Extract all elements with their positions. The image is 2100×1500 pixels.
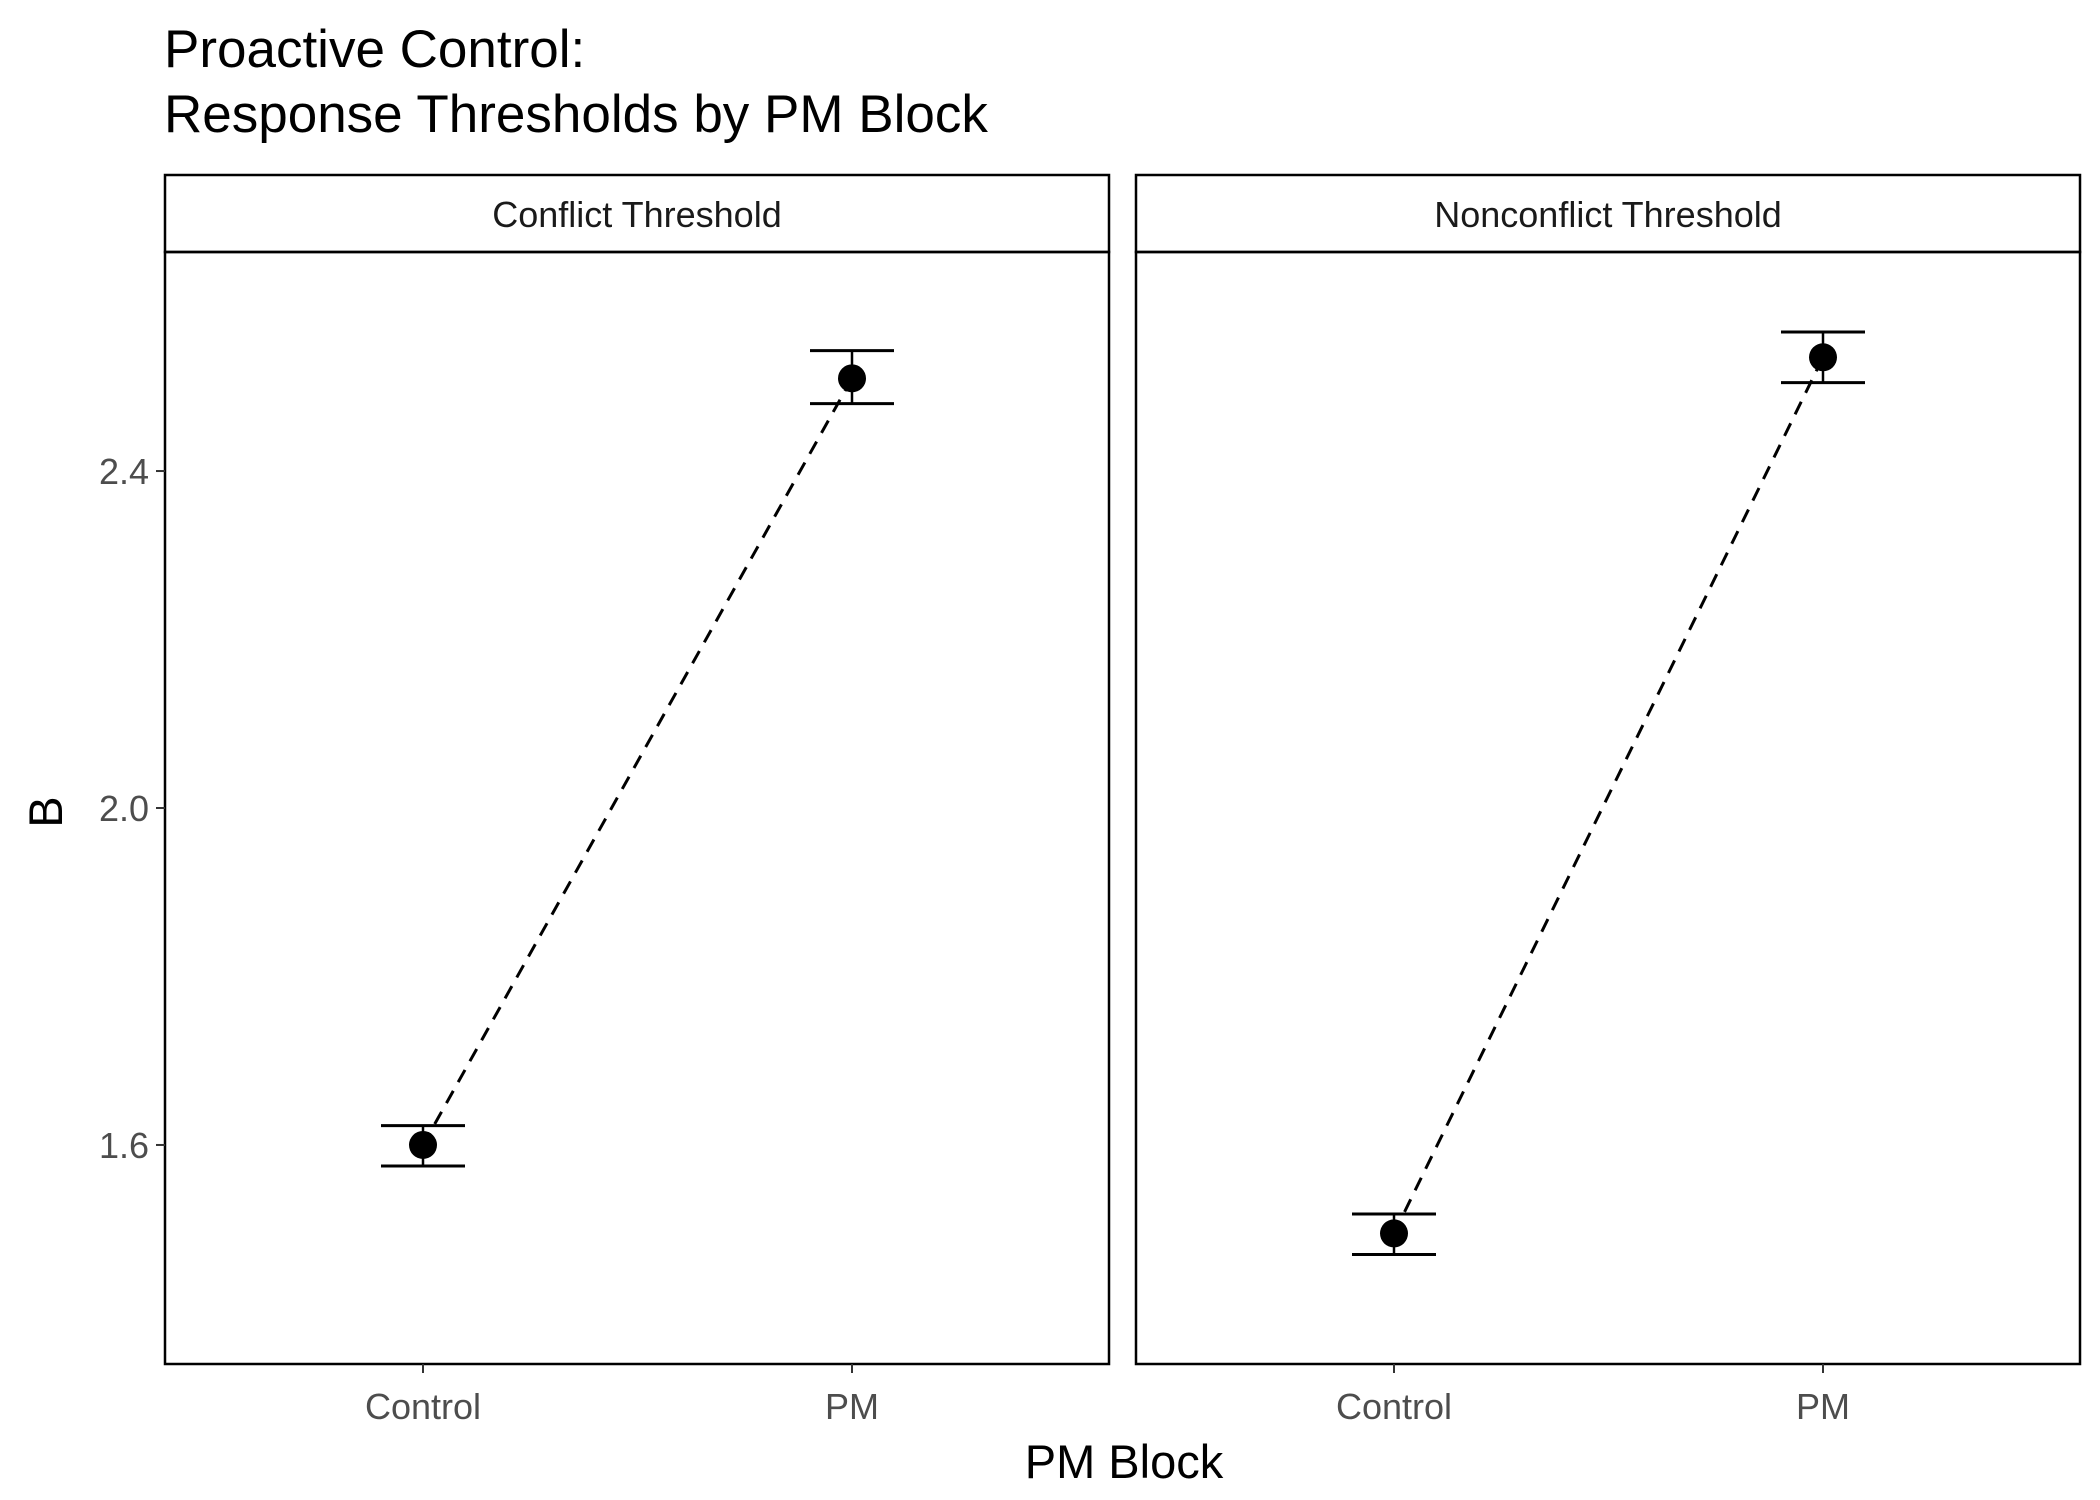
data-point (409, 1130, 437, 1159)
series-connector-line (421, 377, 854, 1146)
y-tick-label: 2.4 (99, 451, 149, 492)
panel-border (1134, 250, 2082, 1366)
strip-box (163, 173, 1111, 254)
strip-box (1134, 173, 2082, 254)
strip-label: Conflict Threshold (492, 194, 781, 235)
y-axis-title: B (19, 796, 72, 827)
data-point (838, 364, 866, 393)
chart-title-line-1: Proactive Control: (164, 20, 585, 79)
facet-panel-2: Nonconflict Threshold Control PM (1134, 173, 2082, 1427)
panel-border (163, 250, 1111, 1366)
x-axis-title: PM Block (1025, 1435, 1224, 1488)
series-connector-line (1392, 356, 1825, 1235)
strip-label: Nonconflict Threshold (1434, 194, 1782, 235)
facet-panel-1: Conflict Threshold 1.6 2.0 2.4 Control PM (99, 173, 1111, 1427)
x-tick-label: Control (1336, 1386, 1452, 1427)
y-tick-label: 2.0 (99, 788, 149, 829)
x-tick-label: Control (365, 1386, 481, 1427)
data-point (1809, 343, 1837, 372)
chart-title-line-2: Response Thresholds by PM Block (164, 85, 988, 144)
x-tick-label: PM (1796, 1386, 1850, 1427)
data-point (1380, 1219, 1408, 1248)
x-tick-label: PM (825, 1386, 879, 1427)
y-tick-label: 1.6 (99, 1125, 149, 1166)
